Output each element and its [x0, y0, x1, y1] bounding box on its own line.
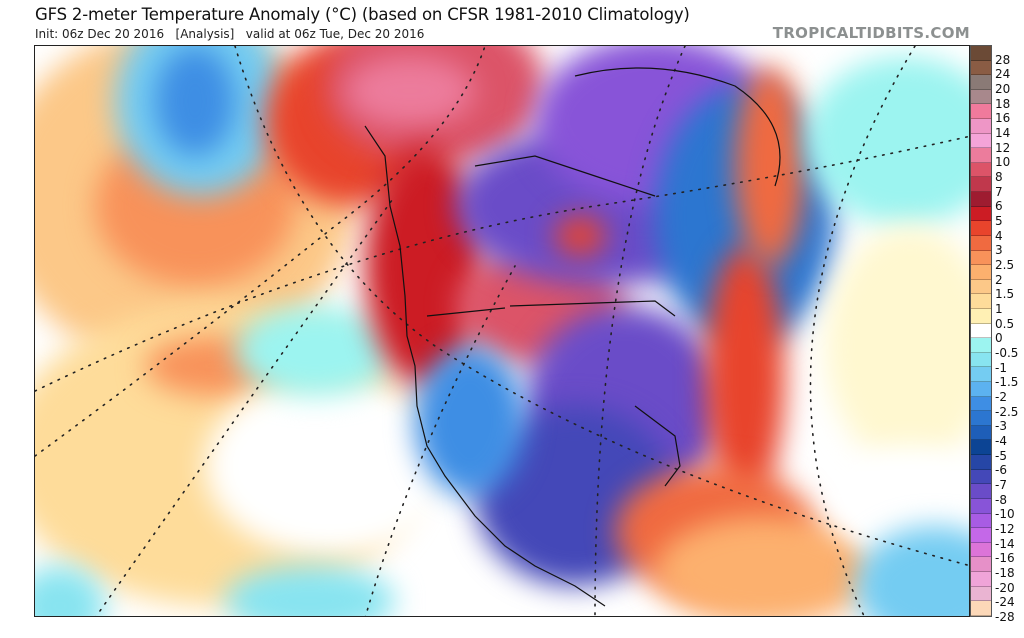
pacific-neutral-region: [205, 376, 455, 556]
legend-band: [971, 542, 991, 558]
legend-band: [971, 425, 991, 441]
temperature-anomaly-map: [34, 45, 970, 617]
legend-tick: 0: [995, 331, 1003, 346]
legend-tick: 3: [995, 243, 1003, 258]
pacific-cool-patch-1: [225, 566, 395, 616]
legend-band: [971, 352, 991, 368]
legend-band: [971, 498, 991, 514]
legend-tick: -1.5: [995, 375, 1019, 390]
legend-tick: -20: [995, 580, 1015, 595]
legend-band: [971, 367, 991, 383]
legend-tick: 0.5: [995, 316, 1015, 331]
hudson-bay-warm: [555, 216, 605, 256]
legend-band: [971, 46, 991, 61]
legend-band: [971, 119, 991, 134]
legend-band: [971, 308, 991, 324]
legend-band: [971, 396, 991, 412]
legend-tick: -8: [995, 492, 1007, 507]
legend-tick: 4: [995, 228, 1003, 243]
map-subtitle: Init: 06z Dec 20 2016 [Analysis] valid a…: [35, 27, 425, 41]
legend-band: [971, 571, 991, 587]
legend-tick: 24: [995, 67, 1011, 82]
legend-tick: 1.5: [995, 287, 1015, 302]
legend-tick: 2: [995, 272, 1003, 287]
legend-band: [971, 162, 991, 178]
legend-tick: -4: [995, 434, 1007, 448]
legend-band: [971, 250, 991, 266]
legend-tick: 8: [995, 170, 1003, 184]
legend-band: [971, 148, 991, 163]
western-us-cold: [415, 346, 525, 496]
arctic-warm-pink: [345, 56, 475, 126]
atlantic-warm-arc: [705, 246, 785, 506]
legend-band: [971, 513, 991, 529]
legend-tick: -2: [995, 390, 1007, 404]
legend-tick: -16: [995, 551, 1015, 566]
legend-band: [971, 279, 991, 295]
legend-tick: -14: [995, 536, 1015, 551]
legend-band: [971, 133, 991, 149]
legend-band: [971, 60, 991, 76]
legend-band: [971, 411, 991, 426]
legend-band: [971, 104, 991, 120]
legend-tick: 20: [995, 82, 1011, 96]
legend-band: [971, 528, 991, 543]
legend-tick: 6: [995, 199, 1003, 214]
color-scale-legend: [970, 45, 992, 617]
brand-watermark: TROPICALTIDBITS.COM: [772, 24, 970, 42]
legend-band: [971, 294, 991, 309]
legend-band: [971, 221, 991, 236]
legend-band: [971, 206, 991, 222]
legend-tick: -24: [995, 595, 1015, 610]
legend-band: [971, 89, 991, 105]
map-title: GFS 2-meter Temperature Anomaly (°C) (ba…: [35, 5, 690, 24]
ne-atlantic-cool: [805, 56, 969, 226]
legend-tick: 1: [995, 302, 1003, 316]
legend-tick: 5: [995, 214, 1003, 228]
legend-band: [971, 557, 991, 572]
legend-band: [971, 323, 991, 339]
legend-tick: -10: [995, 507, 1015, 522]
legend-tick: -12: [995, 522, 1015, 536]
legend-band: [971, 192, 991, 207]
legend-tick: 16: [995, 111, 1011, 126]
legend-tick: 14: [995, 126, 1011, 140]
legend-tick: 7: [995, 184, 1003, 199]
legend-tick: 18: [995, 96, 1011, 111]
legend-band: [971, 382, 991, 397]
legend-tick: -1: [995, 360, 1007, 375]
legend-tick: 2.5: [995, 258, 1015, 272]
atlantic-warm-arc-north: [735, 66, 805, 266]
legend-tick: -3: [995, 419, 1007, 434]
legend-band: [971, 177, 991, 193]
legend-tick: -18: [995, 566, 1015, 580]
legend-tick: -0.5: [995, 346, 1019, 360]
legend-tick: 28: [995, 52, 1011, 67]
legend-band: [971, 440, 991, 456]
bering-cold-core: [155, 46, 235, 156]
legend-band: [971, 586, 991, 602]
legend-band: [971, 455, 991, 470]
legend-band: [971, 75, 991, 90]
legend-tick: 10: [995, 155, 1011, 170]
legend-band: [971, 469, 991, 485]
legend-band: [971, 235, 991, 251]
legend-tick: -7: [995, 478, 1007, 492]
legend-band: [971, 265, 991, 280]
legend-tick: -5: [995, 448, 1007, 463]
legend-band: [971, 601, 991, 616]
legend-tick: -6: [995, 463, 1007, 478]
legend-tick: -28: [995, 610, 1015, 624]
legend-tick-labels: 28 24 20 18 16 14 12 10 8 7 6 5 4 3 2.5 2 1.5 1 0.5 0 -0.5 -1…: [995, 45, 1024, 623]
legend-tick: -2.5: [995, 404, 1019, 419]
legend-band: [971, 338, 991, 353]
coastlines-and-graticule: [35, 46, 969, 616]
caribbean-warm: [655, 516, 875, 616]
legend-tick: 12: [995, 140, 1011, 155]
legend-band: [971, 484, 991, 499]
atlantic-neutral: [825, 226, 969, 466]
